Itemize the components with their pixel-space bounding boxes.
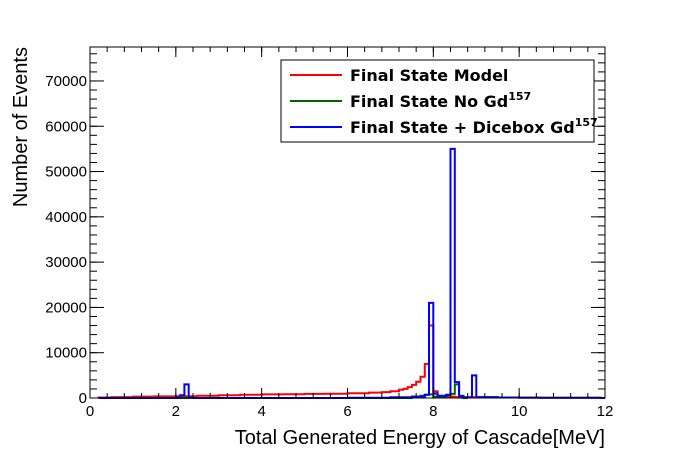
x-axis-label: Total Generated Energy of Cascade[MeV] — [235, 427, 605, 449]
y-tick-label: 20000 — [45, 299, 87, 316]
y-tick-label: 0 — [79, 390, 87, 407]
x-tick-label: 10 — [511, 403, 528, 420]
y-tick-label: 60000 — [45, 118, 87, 135]
x-tick-label: 8 — [429, 403, 437, 420]
x-tick-label: 0 — [86, 403, 94, 420]
legend-entry-2: Final State + Dicebox Gd157 — [350, 116, 598, 137]
legend: Final State Model Final State No Gd157 Fin… — [280, 59, 598, 143]
legend-entry-1: Final State No Gd157 — [350, 90, 531, 111]
x-tick-label: 6 — [343, 403, 351, 420]
y-tick-label: 30000 — [45, 254, 87, 271]
x-tick-label: 2 — [172, 403, 180, 420]
y-axis-label: Number of Events — [10, 47, 32, 207]
series-line-2 — [98, 147, 605, 399]
x-tick-label: 12 — [597, 403, 614, 420]
legend-entry-0: Final State Model — [350, 66, 508, 85]
x-tick-label: 4 — [257, 403, 265, 420]
y-tick-label: 70000 — [45, 73, 87, 90]
y-tick-label: 10000 — [45, 345, 87, 362]
y-tick-label: 50000 — [45, 164, 87, 181]
plot-frame — [89, 46, 606, 399]
y-tick-label: 40000 — [45, 209, 87, 226]
series-line-0 — [97, 324, 605, 399]
